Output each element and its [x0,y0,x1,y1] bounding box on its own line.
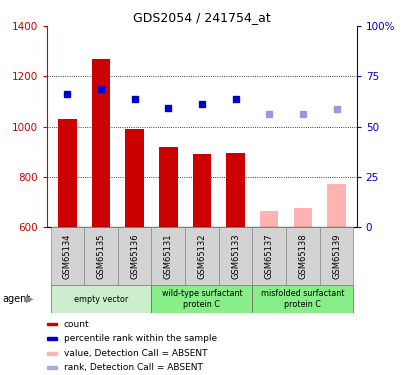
Text: misfolded surfactant
protein C: misfolded surfactant protein C [261,290,344,309]
Text: GSM65131: GSM65131 [163,233,172,279]
Bar [259,211,278,227]
Bar [293,208,311,227]
Bar [151,227,184,285]
Bar [50,285,151,313]
Bar [184,227,218,285]
Bar [47,323,56,326]
Text: value, Detection Call = ABSENT: value, Detection Call = ABSENT [63,349,207,358]
Bar [125,129,144,227]
Text: empty vector: empty vector [74,295,128,304]
Bar [285,227,319,285]
Title: GDS2054 / 241754_at: GDS2054 / 241754_at [133,11,270,24]
Bar [47,366,56,369]
Bar [252,227,285,285]
Text: agent: agent [2,294,30,304]
Text: GSM65136: GSM65136 [130,233,139,279]
Bar [159,147,177,227]
Bar [218,227,252,285]
Bar [117,227,151,285]
Text: GSM65138: GSM65138 [298,233,307,279]
Text: GSM65137: GSM65137 [264,233,273,279]
Text: count: count [63,320,89,328]
Bar [192,154,211,227]
Bar [319,227,353,285]
Bar [92,59,110,227]
Bar [84,227,117,285]
Bar [252,285,353,313]
Bar [151,285,252,313]
Bar [50,227,84,285]
Text: rank, Detection Call = ABSENT: rank, Detection Call = ABSENT [63,363,202,372]
Text: percentile rank within the sample: percentile rank within the sample [63,334,216,343]
Text: GSM65139: GSM65139 [331,233,340,279]
Text: GSM65132: GSM65132 [197,233,206,279]
Text: GSM65135: GSM65135 [96,233,105,279]
Bar [58,119,76,227]
Bar [47,352,56,354]
Bar [326,184,345,227]
Bar [47,338,56,340]
Text: wild-type surfactant
protein C: wild-type surfactant protein C [161,290,242,309]
Text: ▶: ▶ [26,294,33,304]
Text: GSM65133: GSM65133 [231,233,240,279]
Text: GSM65134: GSM65134 [63,233,72,279]
Bar [226,153,244,227]
